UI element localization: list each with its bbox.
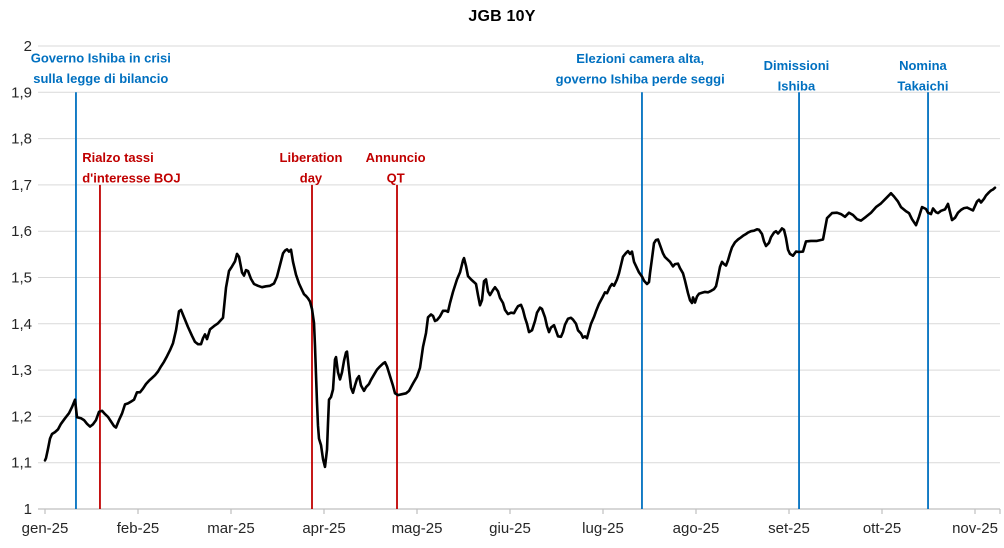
event-label-liberation-day: day — [300, 171, 323, 186]
y-axis-label: 1 — [24, 501, 32, 518]
x-axis-label: nov-25 — [952, 520, 998, 537]
event-label-elezioni-camera-alta: Elezioni camera alta, — [576, 51, 704, 66]
event-label-dimissioni-ishiba: Ishiba — [778, 79, 816, 94]
annotation-dimissioni-ishiba: Dimissioni Ishiba — [764, 58, 830, 509]
y-axis-label: 1,5 — [11, 270, 32, 287]
x-axis-label: apr-25 — [302, 520, 345, 537]
x-axis-label: mag-25 — [392, 520, 443, 537]
annotation-annuncio-qt: Annuncio QT — [366, 150, 426, 509]
x-axis-label: lug-25 — [582, 520, 624, 537]
y-axis-labels: 2 1,9 1,8 1,7 1,6 1,5 1,4 1,3 1,2 1,1 1 — [11, 38, 32, 518]
y-axis-label: 1,3 — [11, 362, 32, 379]
event-label-nomina-takaichi: Takaichi — [897, 79, 948, 94]
x-axis-label: gen-25 — [22, 520, 69, 537]
y-axis-label: 1,4 — [11, 316, 32, 333]
event-label-annuncio-qt: QT — [387, 171, 405, 186]
x-axis-label: giu-25 — [489, 520, 531, 537]
event-label-annuncio-qt: Annuncio — [366, 150, 426, 165]
event-label-liberation-day: Liberation — [280, 150, 343, 165]
x-axis-label: ago-25 — [673, 520, 720, 537]
y-axis-label: 1,7 — [11, 177, 32, 194]
event-label-governo-ishiba-crisi: sulla legge di bilancio — [33, 71, 168, 86]
x-axis-label: ott-25 — [863, 520, 901, 537]
yield-line — [43, 186, 997, 469]
event-label-rialzo-tassi-boj: d'interesse BOJ — [82, 171, 180, 186]
chart-title: JGB 10Y — [468, 8, 536, 25]
annotation-nomina-takaichi: Nomina Takaichi — [897, 58, 948, 509]
y-axis-label: 1,1 — [11, 455, 32, 472]
annotation-rialzo-tassi-boj: Rialzo tassi d'interesse BOJ — [82, 150, 181, 509]
event-label-rialzo-tassi-boj: Rialzo tassi — [82, 150, 154, 165]
y-axis-label: 1,6 — [11, 223, 32, 240]
y-axis-label: 1,2 — [11, 408, 32, 425]
y-axis-label: 1,9 — [11, 84, 32, 101]
event-label-dimissioni-ishiba: Dimissioni — [764, 58, 830, 73]
x-axis-label: feb-25 — [117, 520, 160, 537]
y-axis-label: 1,8 — [11, 131, 32, 148]
x-axis-labels: gen-25 feb-25 mar-25 apr-25 mag-25 giu-25 lug-… — [22, 520, 998, 537]
event-label-governo-ishiba-crisi: Governo Ishiba in crisi — [31, 51, 171, 66]
x-axis-ticks — [44, 509, 1001, 514]
annotation-governo-ishiba-crisi: Governo Ishiba in crisi sulla legge di bi… — [31, 51, 171, 509]
annotation-elezioni-camera-alta: Elezioni camera alta, governo Ishiba perd… — [556, 51, 725, 509]
x-axis-label: mar-25 — [207, 520, 255, 537]
x-axis-label: set-25 — [768, 520, 810, 537]
gridlines — [38, 45, 1000, 510]
annotation-liberation-day: Liberation day — [280, 150, 343, 509]
event-label-nomina-takaichi: Nomina — [899, 58, 947, 73]
event-label-elezioni-camera-alta: governo Ishiba perde seggi — [556, 72, 725, 87]
y-axis-label: 2 — [24, 38, 32, 55]
